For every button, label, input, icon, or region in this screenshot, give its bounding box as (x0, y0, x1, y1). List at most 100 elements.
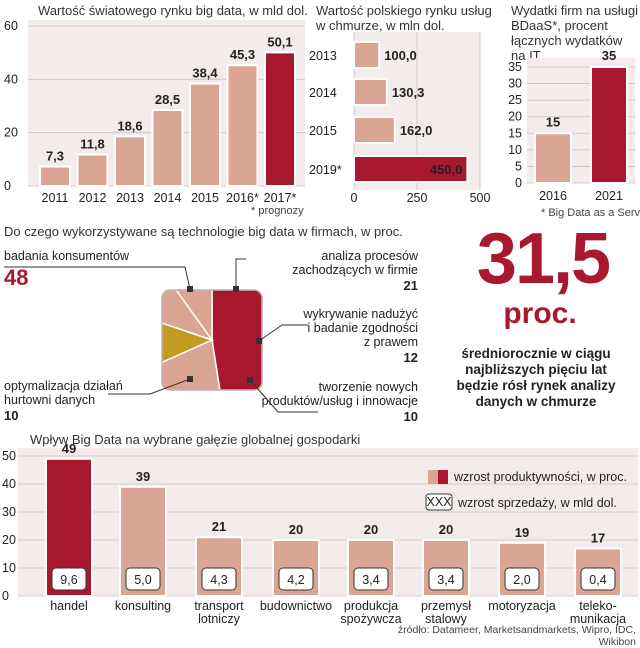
chart5-value-label: 21 (212, 519, 226, 534)
chart2-value-label: 450,0 (430, 162, 463, 177)
pie-value-innovation: 10 (404, 409, 418, 424)
chart1-value-label: 28,5 (155, 92, 180, 107)
pie-slice (162, 338, 232, 390)
chart5-value-label: 19 (515, 525, 529, 540)
chart3-ytick: 20 (508, 110, 522, 124)
chart2-value-label: 100,0 (384, 48, 417, 63)
chart3-bar (590, 66, 628, 184)
pie-leader-line (4, 266, 191, 290)
chart2-value-label: 130,3 (392, 85, 425, 100)
chart5-bar-chart: 0 10 20 30 40 50 49 9,6 handel 39 5,0 konsulting 21 4… (2, 441, 638, 626)
chart3-title: Wydatki firm na usługi BDaaS*, procent ł… (511, 3, 639, 63)
chart2-bar (353, 78, 388, 106)
chart2-ytick: 2015 (309, 124, 337, 138)
chart3-bar-chart: 0 5 10 15 20 25 30 35 15 2016 35 2021 (508, 50, 635, 203)
chart2-bar (353, 41, 381, 69)
pie-label-processes-2: zachodzących w firmie (292, 263, 418, 277)
chart1-value-label: 38,4 (192, 66, 218, 81)
pie-label-warehouse-2: hurtowni danych (4, 393, 95, 407)
pie-slice (162, 290, 214, 342)
chart5-value-label: 39 (136, 469, 150, 484)
chart1-bar-chart: 0 20 40 60 7,3 2011 11,8 2012 18,6 2013 28,5 2014 38… (4, 19, 305, 205)
chart2-xtick: 250 (407, 191, 428, 205)
pie-value-warehouse: 10 (4, 408, 18, 423)
chart3-value-label: 15 (546, 114, 560, 129)
chart5-xtick: produkcja (344, 599, 398, 613)
chart1-xtick: 2017* (264, 191, 297, 205)
chart1-bar (39, 165, 71, 188)
chart2-title: Wartość polskiego rynku usług w chmurze,… (316, 3, 496, 33)
pie-slice (162, 290, 213, 343)
chart5-sales-box (278, 567, 314, 591)
chart5-sales-box (428, 567, 464, 591)
chart2-value-label: 162,0 (400, 123, 433, 138)
legend-swatch-salmon (428, 470, 438, 484)
chart1-xtick: 2011 (42, 191, 69, 205)
chart1-bar (114, 135, 146, 187)
pie-label-processes-1: analiza procesów (321, 249, 419, 263)
chart5-sales-box (504, 567, 540, 591)
chart5-sales-label: 4,2 (287, 573, 304, 587)
chart3-ytick: 5 (515, 159, 522, 173)
chart2-title-text: Wartość polskiego rynku usług w chmurze,… (316, 3, 492, 33)
chart1-bar (76, 153, 109, 188)
chart5-xtick: lotniczy (198, 612, 240, 626)
pie-label-fraud-3: z prawem (364, 335, 418, 349)
chart5-xtick: teleko- (579, 599, 617, 613)
chart1-xtick: 2014 (154, 191, 182, 205)
pie-label-fraud-2: i badanie zgodności (308, 321, 419, 335)
chart2-xtick: 500 (470, 191, 491, 205)
chart5-xtick: transport (194, 599, 244, 613)
legend-label-productivity: wzrost produktywności, w proc. (453, 470, 627, 484)
chart5-value-label: 20 (364, 522, 378, 537)
chart1-ytick: 60 (4, 19, 18, 33)
pie-leader-line (249, 379, 318, 413)
chart1-xtick: 2012 (79, 191, 107, 205)
pie-chart: badania konsumentów 48 analiza procesówzac… (4, 249, 419, 424)
chart5-xtick: przemysł (421, 599, 471, 613)
chart2-bar (353, 155, 469, 183)
chart5-value-label: 49 (62, 441, 76, 456)
legend-sales-box (425, 493, 453, 511)
pie-value-consumers: 48 (4, 265, 28, 290)
chart1-xtick: 2016* (226, 191, 259, 205)
chart1-value-label: 18,6 (117, 118, 142, 133)
pie-leader-line (258, 324, 308, 342)
pie-label-innovation-2: produktów/usług i innowacje (262, 394, 418, 408)
pie-label-fraud-1: wykrywanie nadużyć (302, 307, 418, 321)
chart5-sales-box (51, 567, 87, 591)
chart5-ytick: 20 (2, 533, 16, 547)
chart5-xtick: budownictwo (260, 599, 332, 613)
pie-leader-dot (247, 377, 253, 383)
chart5-ytick: 0 (2, 589, 9, 603)
chart5-sales-label: 3,4 (437, 573, 454, 587)
chart5-sales-label: 5,0 (134, 573, 151, 587)
chart5-value-label: 20 (289, 522, 303, 537)
chart5-sales-label: 3,4 (362, 573, 379, 587)
chart3-ytick: 10 (508, 143, 522, 157)
chart3-ytick: 30 (508, 77, 522, 91)
chart1-ytick: 20 (4, 126, 18, 140)
highlight-text: średniorocznie w ciągu najbliższych pięc… (456, 346, 616, 409)
chart5-sales-box (353, 567, 389, 591)
pie-leader-line (108, 378, 191, 395)
chart5-sales-label: 9,6 (60, 573, 77, 587)
chart5-xtick: handel (50, 599, 88, 613)
chart3-xtick: 2021 (595, 189, 623, 203)
pie-leader-dot (233, 286, 239, 292)
chart3-value-label: 35 (602, 50, 616, 63)
chart3-xtick: 2016 (539, 189, 567, 203)
chart2-xtick: 0 (351, 191, 358, 205)
chart1-bar (189, 82, 221, 187)
chart1-title: Wartość światowego rynku big data, w mld… (38, 3, 308, 18)
chart1-xtick: 2015 (191, 191, 219, 205)
pie-label-warehouse-1: optymalizacja działań (4, 379, 123, 393)
highlight-number: 31,5 (476, 219, 611, 299)
chart5-sales-box (201, 567, 237, 591)
chart5-title: Wpływ Big Data na wybrane gałęzie global… (30, 432, 361, 447)
chart2-ytick: 2013 (309, 49, 337, 63)
chart1-bar (151, 109, 184, 187)
pie-slices (162, 290, 262, 390)
chart5-xtick: konsulting (115, 599, 171, 613)
legend-swatch-crimson (438, 470, 448, 484)
